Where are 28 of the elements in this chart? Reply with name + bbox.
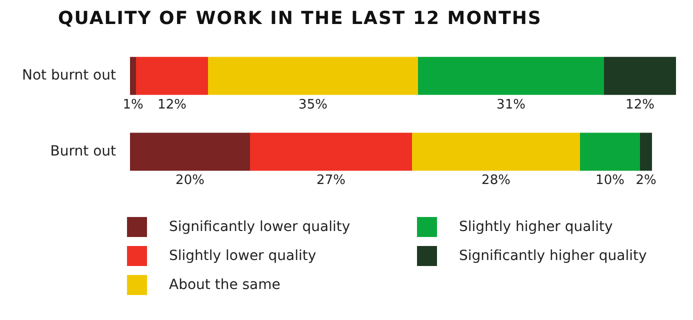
bar: [130, 56, 136, 95]
y-tick-label: Burnt out: [50, 143, 117, 160]
data-label: 27%: [316, 173, 346, 188]
legend-label: Significantly higher quality: [459, 248, 647, 264]
data-label: 28%: [482, 173, 510, 188]
bar: [136, 56, 208, 95]
y-tick-label: Not burnt out: [22, 68, 116, 84]
legend-label: Slightly lower quality: [169, 248, 316, 264]
bar: [412, 132, 580, 171]
data-label: 31%: [496, 97, 526, 112]
bar: [130, 132, 250, 171]
legend-label: Slightly higher quality: [459, 218, 613, 234]
bar: [250, 132, 412, 171]
data-label: 20%: [176, 173, 204, 188]
data-label: 10%: [596, 173, 624, 188]
data-label: 1%: [122, 97, 144, 112]
bar: [418, 56, 604, 95]
bar: [640, 132, 652, 171]
bar: [604, 56, 676, 95]
data-label: 12%: [158, 97, 186, 112]
data-label: 12%: [626, 97, 654, 112]
legend-label: Significantly lower quality: [169, 218, 350, 234]
data-label: 2%: [636, 173, 656, 188]
bar: [580, 132, 640, 171]
legend-label: About the same: [169, 276, 280, 292]
bar: [208, 56, 418, 95]
chart-title: QUALITY OF WORK IN THE LAST 12 MONTHS: [58, 8, 542, 29]
data-label: 35%: [298, 97, 328, 112]
